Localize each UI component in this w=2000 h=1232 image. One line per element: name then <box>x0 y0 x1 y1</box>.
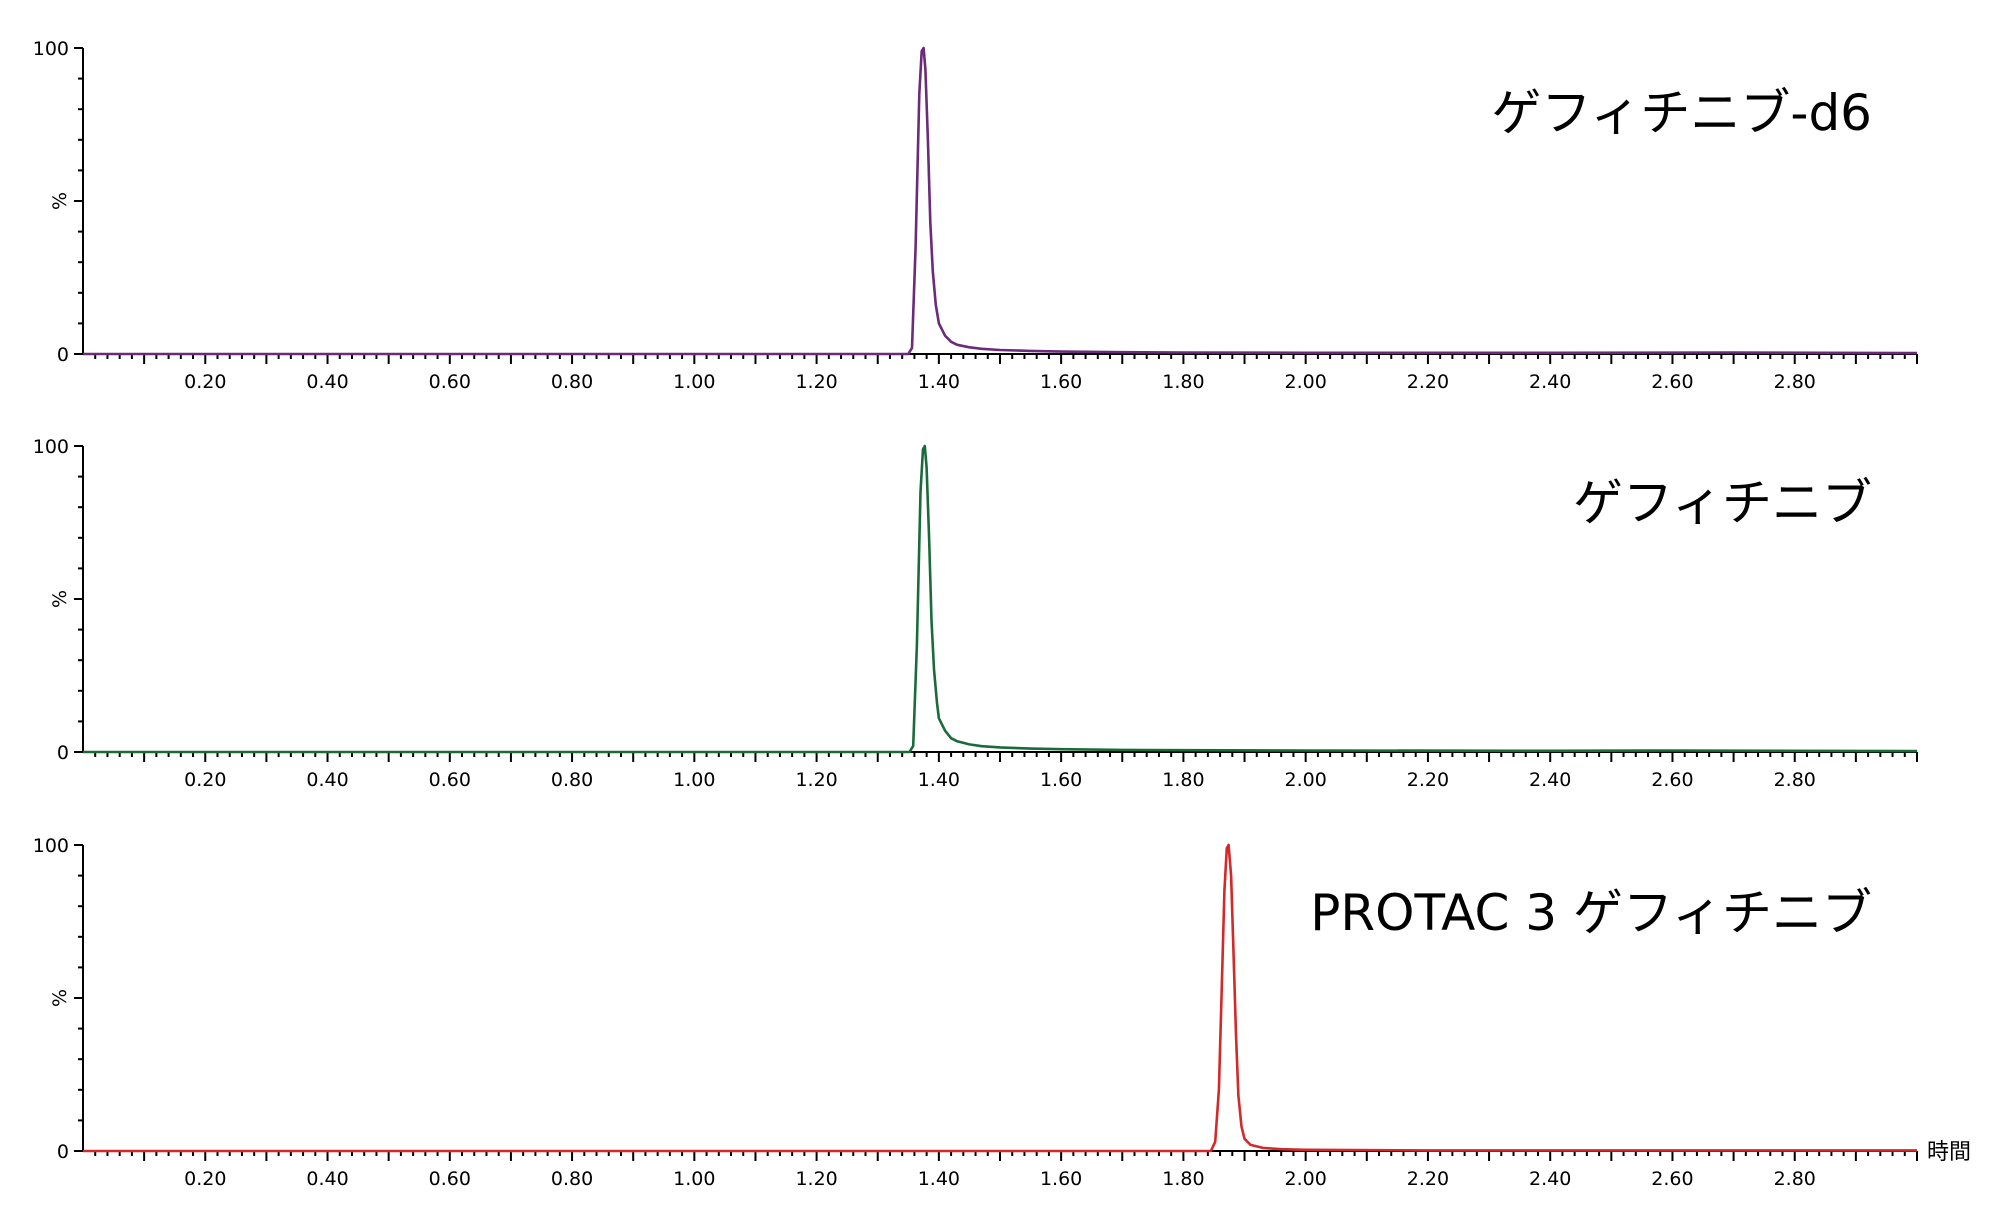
x-tick-label: 0.80 <box>551 371 593 393</box>
x-tick-label: 1.00 <box>673 371 715 393</box>
y-tick-label: 0 <box>57 742 69 764</box>
x-tick-label: 2.00 <box>1285 1168 1327 1190</box>
x-tick-label: 2.60 <box>1651 1168 1693 1190</box>
y-tick-label: 100 <box>33 38 69 60</box>
x-tick-label: 0.80 <box>551 769 593 791</box>
chart-panel-3: 0 100% 0.20 0.40 0.60 0.80 1.00 1.20 1.40 1.60 1.8… <box>33 835 1971 1190</box>
y-tick-label: 0 <box>57 344 69 366</box>
x-tick-label: 2.40 <box>1529 1168 1571 1190</box>
x-tick-label: 1.80 <box>1162 371 1204 393</box>
x-tick-label: 1.60 <box>1040 769 1082 791</box>
chromatogram-trace <box>83 444 1918 754</box>
x-tick-label: 1.60 <box>1040 1168 1082 1190</box>
x-tick-label: 0.40 <box>306 769 348 791</box>
x-tick-label: 0.40 <box>306 371 348 393</box>
x-tick-label: 1.20 <box>795 371 837 393</box>
chromatogram-trace <box>83 843 1917 1153</box>
y-axis-label: % <box>49 590 71 608</box>
x-tick-label: 1.40 <box>918 769 960 791</box>
y-axis-label: % <box>49 989 71 1007</box>
x-tick-label: 1.00 <box>673 769 715 791</box>
chart-panel-1: 0 100% 0.20 0.40 0.60 0.80 1.00 1.20 1.40 1.60 1.8… <box>33 38 1918 393</box>
x-tick-label: 0.60 <box>429 769 471 791</box>
x-tick-label: 0.20 <box>184 371 226 393</box>
chart-title: ゲフィチニブ <box>1573 474 1872 532</box>
x-tick-label: 2.40 <box>1529 371 1571 393</box>
y-tick-label: 100 <box>33 835 69 857</box>
x-tick-label: 1.20 <box>795 769 837 791</box>
x-tick-label: 2.20 <box>1407 1168 1449 1190</box>
chart-title: ゲフィチニブ-d6 <box>1491 84 1872 142</box>
y-axis-label: % <box>49 192 71 210</box>
x-tick-label: 0.60 <box>429 371 471 393</box>
x-tick-label: 1.80 <box>1162 769 1204 791</box>
x-tick-label: 1.60 <box>1040 371 1082 393</box>
x-axis-label: 時間 <box>1927 1140 1971 1165</box>
x-tick-label: 0.80 <box>551 1168 593 1190</box>
x-tick-label: 2.00 <box>1285 769 1327 791</box>
x-tick-label: 0.40 <box>306 1168 348 1190</box>
x-tick-label: 0.20 <box>184 769 226 791</box>
y-tick-label: 0 <box>57 1141 69 1163</box>
x-tick-label: 0.60 <box>429 1168 471 1190</box>
x-tick-label: 1.20 <box>795 1168 837 1190</box>
x-tick-label: 2.60 <box>1651 371 1693 393</box>
x-tick-label: 2.80 <box>1774 1168 1816 1190</box>
chart-panel-2: 0 100% 0.20 0.40 0.60 0.80 1.00 1.20 1.40 1.60 1.8… <box>33 436 1918 791</box>
x-tick-label: 2.60 <box>1651 769 1693 791</box>
x-tick-label: 1.40 <box>918 1168 960 1190</box>
x-tick-label: 2.00 <box>1285 371 1327 393</box>
x-tick-label: 1.80 <box>1162 1168 1204 1190</box>
x-tick-label: 1.00 <box>673 1168 715 1190</box>
y-tick-label: 100 <box>33 436 69 458</box>
chart-title: PROTAC 3 ゲフィチニブ <box>1310 884 1872 942</box>
x-tick-label: 2.20 <box>1407 371 1449 393</box>
chromatogram-trace <box>83 46 1918 356</box>
x-tick-label: 2.80 <box>1774 371 1816 393</box>
x-tick-label: 0.20 <box>184 1168 226 1190</box>
x-tick-label: 2.20 <box>1407 769 1449 791</box>
x-tick-label: 2.80 <box>1774 769 1816 791</box>
x-tick-label: 2.40 <box>1529 769 1571 791</box>
x-tick-label: 1.40 <box>918 371 960 393</box>
